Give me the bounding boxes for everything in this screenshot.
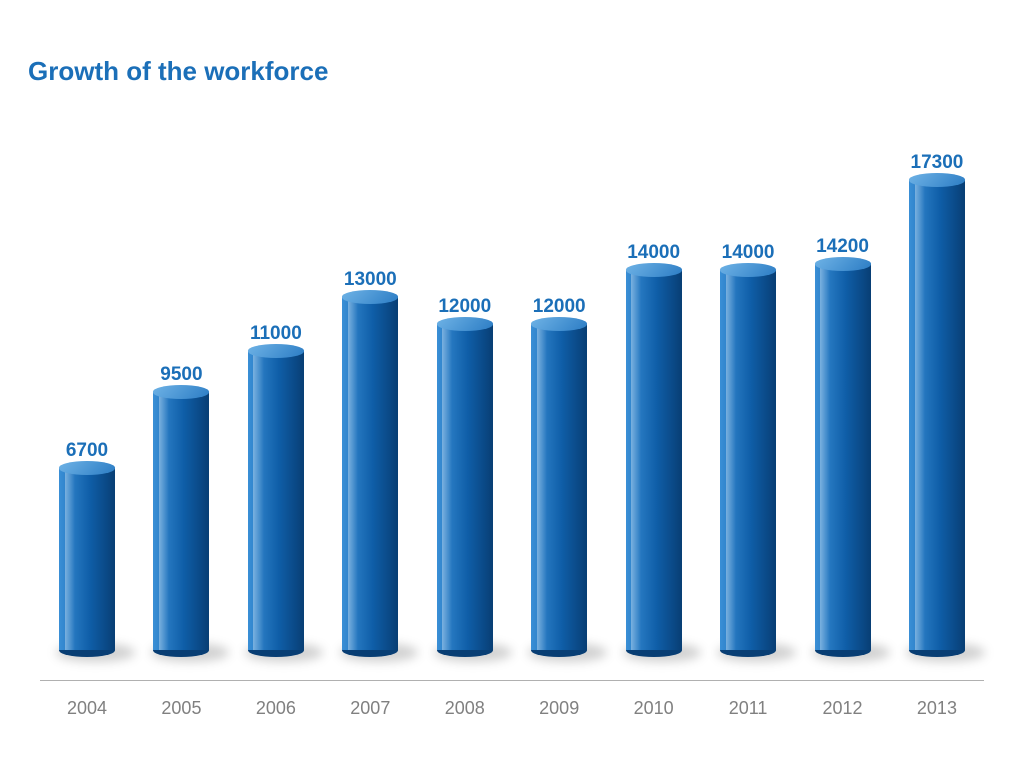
bar-column: 6700 [40, 440, 134, 650]
workforce-chart: Growth of the workforce 6700 9500 11000 130… [0, 0, 1024, 768]
x-axis-label: 2013 [890, 698, 984, 719]
bar-cylinder [531, 324, 587, 650]
x-axis-labels: 2004200520062007200820092010201120122013 [40, 698, 984, 719]
bar-cylinder [720, 270, 776, 650]
bar-column: 14000 [701, 242, 795, 650]
bar-cylinder [59, 468, 115, 650]
bar-value-label: 12000 [438, 296, 491, 318]
bar-cylinder [153, 392, 209, 650]
bar-column: 9500 [134, 364, 228, 650]
x-axis-label: 2011 [701, 698, 795, 719]
bar-value-label: 14000 [627, 242, 680, 264]
bar-column: 11000 [229, 323, 323, 650]
x-axis-label: 2006 [229, 698, 323, 719]
plot-area: 6700 9500 11000 13000 12000 12000 14000 14000 14… [40, 150, 984, 650]
bar-column: 17300 [890, 152, 984, 650]
bar-value-label: 11000 [250, 323, 302, 345]
bar-cylinder [815, 264, 871, 650]
x-axis-label: 2008 [418, 698, 512, 719]
x-axis-label: 2009 [512, 698, 606, 719]
bar-value-label: 12000 [533, 296, 586, 318]
bar-column: 14000 [607, 242, 701, 650]
bar-value-label: 14200 [816, 236, 869, 258]
x-axis-line [40, 680, 984, 681]
bar-cylinder [248, 351, 304, 650]
bar-column: 14200 [796, 236, 890, 650]
bar-column: 12000 [512, 296, 606, 650]
x-axis-label: 2010 [607, 698, 701, 719]
bar-cylinder [437, 324, 493, 650]
chart-title: Growth of the workforce [28, 56, 328, 87]
bar-cylinder [626, 270, 682, 650]
bar-value-label: 14000 [722, 242, 775, 264]
x-axis-label: 2007 [323, 698, 417, 719]
x-axis-label: 2012 [796, 698, 890, 719]
bar-value-label: 9500 [160, 364, 202, 386]
bar-column: 12000 [418, 296, 512, 650]
bar-value-label: 13000 [344, 269, 397, 291]
x-axis-label: 2005 [134, 698, 228, 719]
bar-value-label: 17300 [911, 152, 964, 174]
bar-cylinder [342, 297, 398, 650]
bar-value-label: 6700 [66, 440, 108, 462]
bar-cylinder [909, 180, 965, 650]
bar-column: 13000 [323, 269, 417, 650]
x-axis-label: 2004 [40, 698, 134, 719]
